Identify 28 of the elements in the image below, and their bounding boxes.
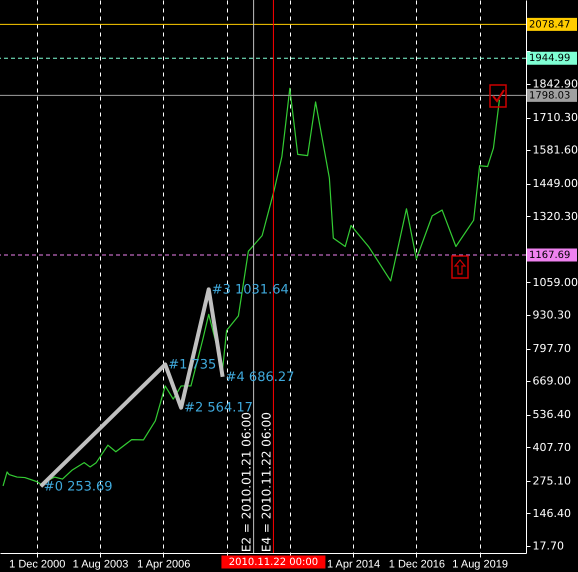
y-tick-label: 1842.90 xyxy=(532,78,578,91)
y-tick-label: 17.70 xyxy=(532,539,564,552)
x-tick-label: 1 Apr 2006 xyxy=(137,558,190,570)
x-tick-label: 1 Aug 2019 xyxy=(452,558,508,570)
ref-line-label: 2010.11.22 00:00 xyxy=(228,557,318,568)
y-tick-label: 1320.30 xyxy=(532,210,578,223)
annotation: E4 = 2010.11.22 06:00 xyxy=(259,412,274,552)
x-tick-label: 1 Apr 2014 xyxy=(326,558,380,570)
y-tick-label: 1449.00 xyxy=(532,177,578,190)
x-tick-label: 1 Dec 2016 xyxy=(388,558,446,570)
y-tick-label: 1581.60 xyxy=(532,144,578,157)
x-tick-label: 1 Aug 2003 xyxy=(72,558,128,570)
y-tick-label: 1710.30 xyxy=(532,111,578,124)
y-tick-label: 669.00 xyxy=(532,374,571,388)
y-tick-label: 407.70 xyxy=(532,440,571,454)
annotation: #0 253.69 xyxy=(44,479,113,494)
ref-line-label: 1798.03 xyxy=(529,90,570,102)
y-tick-label: 146.40 xyxy=(532,506,571,520)
ref-line-label: 1944.99 xyxy=(529,53,570,64)
ref-line-label: 2078.47 xyxy=(529,19,570,30)
annotation: E2 = 2010.01.21 06:00 xyxy=(240,412,254,552)
y-tick-label: 797.70 xyxy=(532,342,571,356)
y-tick-label: 1059.00 xyxy=(532,276,578,289)
y-tick-label: 930.30 xyxy=(532,308,571,322)
x-tick-label: 1 Dec 2000 xyxy=(9,558,66,570)
y-tick-label: 536.40 xyxy=(532,408,571,422)
y-tick-label: 275.10 xyxy=(532,474,571,488)
ref-line-label: 1167.69 xyxy=(529,250,570,261)
